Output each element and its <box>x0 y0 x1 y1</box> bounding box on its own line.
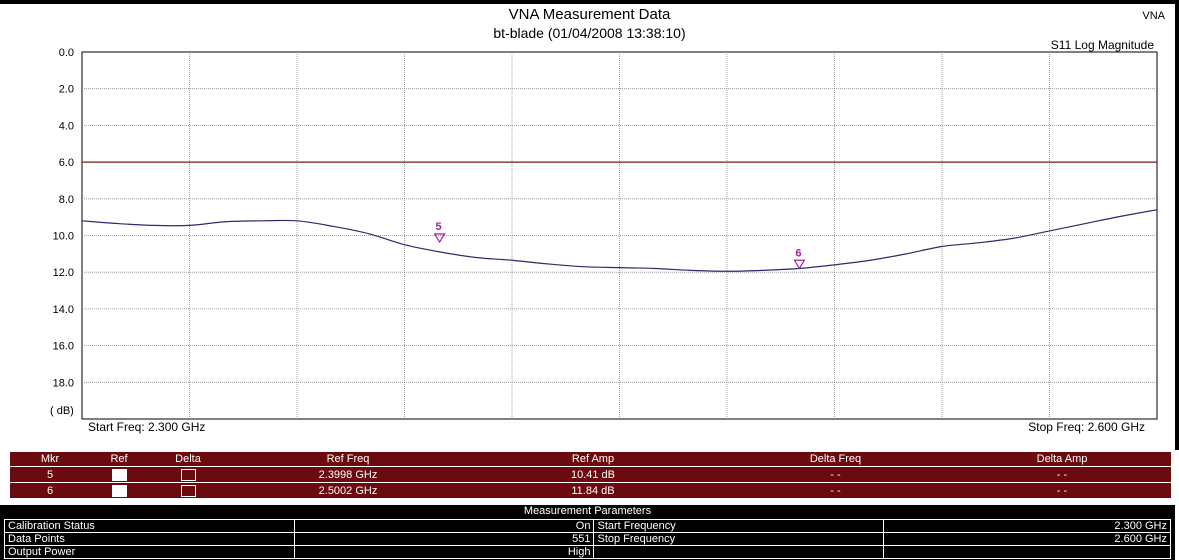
y-tick-labels: 0.0 2.0 4.0 6.0 8.0 10.0 12.0 14.0 16.0 18.0 <box>53 47 74 389</box>
param-value <box>883 545 1171 559</box>
marker-table: Mkr Ref Delta Ref Freq Ref Amp Delta Fre… <box>10 452 1171 499</box>
y-tick-label: 6.0 <box>59 157 74 169</box>
param-label: Output Power <box>4 545 295 559</box>
y-tick-label: 12.0 <box>53 267 74 279</box>
stop-freq-label: Stop Freq: 2.600 GHz <box>1028 420 1145 434</box>
col-delta: Delta <box>148 452 228 467</box>
s11-trace <box>81 209 1158 272</box>
table-row: Calibration Status On Start Frequency 2.… <box>4 519 1171 533</box>
table-row: Data Points 551 Stop Frequency 2.600 GHz <box>4 532 1171 546</box>
ref-amp: 11.84 dB <box>468 482 718 499</box>
param-value: High <box>293 545 595 559</box>
table-row: Output Power High <box>4 545 1171 559</box>
delta-amp: - - <box>953 466 1171 483</box>
ref-freq: 2.3998 GHz <box>228 466 468 483</box>
delta-checkbox[interactable] <box>180 484 196 497</box>
y-tick-label: 16.0 <box>53 341 74 353</box>
col-ref-amp: Ref Amp <box>468 452 718 467</box>
y-tick-label: 4.0 <box>59 120 74 132</box>
param-value: 2.600 GHz <box>883 532 1171 546</box>
plot-area: 0.0 2.0 4.0 6.0 8.0 10.0 12.0 14.0 16.0 18.0 ( dB… <box>50 47 1158 420</box>
marker-table-header: Mkr Ref Delta Ref Freq Ref Amp Delta Fre… <box>10 452 1171 467</box>
chart-subtitle: bt-blade (01/04/2008 13:38:10) <box>493 25 686 41</box>
param-label <box>593 545 885 559</box>
start-freq-label: Start Freq: 2.300 GHz <box>88 420 206 434</box>
params-table: Calibration Status On Start Frequency 2.… <box>4 519 1171 559</box>
marker-triangle[interactable] <box>433 233 446 244</box>
y-tick-label: 8.0 <box>59 194 74 206</box>
param-label: Data Points <box>4 532 295 546</box>
ref-amp: 10.41 dB <box>468 466 718 483</box>
vna-label: VNA <box>1142 10 1165 22</box>
col-ref: Ref <box>90 452 148 467</box>
trace-type-label: S11 Log Magnitude <box>1050 38 1154 52</box>
y-tick-label: 14.0 <box>53 304 74 316</box>
mkr-id: 6 <box>10 482 90 499</box>
col-delta-amp: Delta Amp <box>953 452 1171 467</box>
chart-title: VNA Measurement Data <box>508 6 671 23</box>
plot-frame <box>81 51 1158 420</box>
table-row: 6 2.5002 GHz 11.84 dB - - - - <box>10 482 1171 499</box>
y-tick-label: 0.0 <box>59 47 74 59</box>
param-label: Start Frequency <box>593 519 885 533</box>
y-tick-label: 10.0 <box>53 231 74 243</box>
mkr-id: 5 <box>10 466 90 483</box>
param-value: On <box>293 519 595 533</box>
y-unit-label: ( dB) <box>50 405 74 417</box>
param-label: Stop Frequency <box>593 532 885 546</box>
params-title: Measurement Parameters <box>523 505 652 517</box>
markers: 56 <box>433 221 806 270</box>
delta-amp: - - <box>953 482 1171 499</box>
ref-checkbox[interactable] <box>111 468 127 481</box>
param-label: Calibration Status <box>4 519 295 533</box>
col-mkr: Mkr <box>10 452 90 467</box>
delta-freq: - - <box>718 482 953 499</box>
param-value: 551 <box>293 532 595 546</box>
marker-label: 6 <box>795 247 801 259</box>
marker-triangle[interactable] <box>793 259 806 270</box>
col-ref-freq: Ref Freq <box>228 452 468 467</box>
y-tick-label: 2.0 <box>59 84 74 96</box>
top-border <box>0 0 1179 4</box>
param-value: 2.300 GHz <box>883 519 1171 533</box>
ref-freq: 2.5002 GHz <box>228 482 468 499</box>
delta-checkbox[interactable] <box>180 468 196 481</box>
marker-label: 5 <box>436 221 442 233</box>
right-border <box>1175 0 1179 450</box>
col-delta-freq: Delta Freq <box>718 452 953 467</box>
measurement-parameters-panel: Measurement Parameters Calibration Statu… <box>0 505 1175 560</box>
delta-freq: - - <box>718 466 953 483</box>
table-row: 5 2.3998 GHz 10.41 dB - - - - <box>10 466 1171 483</box>
y-tick-label: 18.0 <box>53 377 74 389</box>
ref-checkbox[interactable] <box>111 484 127 497</box>
